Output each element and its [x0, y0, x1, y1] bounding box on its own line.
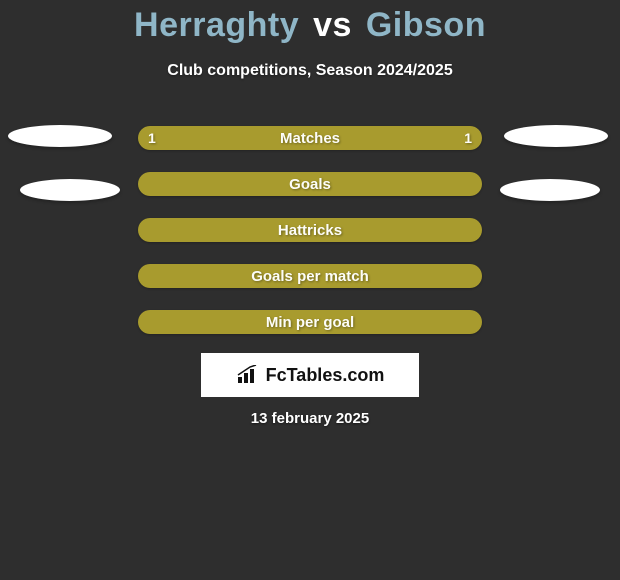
stat-row-right-value: 1 [464, 126, 472, 150]
chart-canvas: Herraghty vs Gibson Club competitions, S… [0, 0, 620, 580]
ellipse-right-a [504, 125, 608, 147]
player2-name: Gibson [366, 6, 486, 44]
stat-row-label: Goals per match [138, 264, 482, 288]
player1-name: Herraghty [134, 6, 299, 44]
stat-row-left-value: 1 [148, 126, 156, 150]
vs-text: vs [309, 6, 356, 44]
stat-row: Matches1 1 [138, 126, 482, 150]
bars-icon [236, 365, 260, 385]
chart-title: Herraghty vs Gibson [0, 6, 620, 45]
stat-row-label: Min per goal [138, 310, 482, 334]
chart-subtitle: Club competitions, Season 2024/2025 [0, 62, 620, 80]
ellipse-left-a [8, 125, 112, 147]
stat-row: Goals [138, 172, 482, 196]
stat-row-label: Hattricks [138, 218, 482, 242]
ellipse-right-b [500, 179, 600, 201]
stat-row-label: Matches [138, 126, 482, 150]
brand-box: FcTables.com [201, 353, 419, 397]
stat-row: Goals per match [138, 264, 482, 288]
stat-row: Hattricks [138, 218, 482, 242]
stat-row: Min per goal [138, 310, 482, 334]
ellipse-left-b [20, 179, 120, 201]
stat-row-label: Goals [138, 172, 482, 196]
date-label: 13 february 2025 [0, 410, 620, 427]
brand-text: FcTables.com [266, 365, 385, 386]
